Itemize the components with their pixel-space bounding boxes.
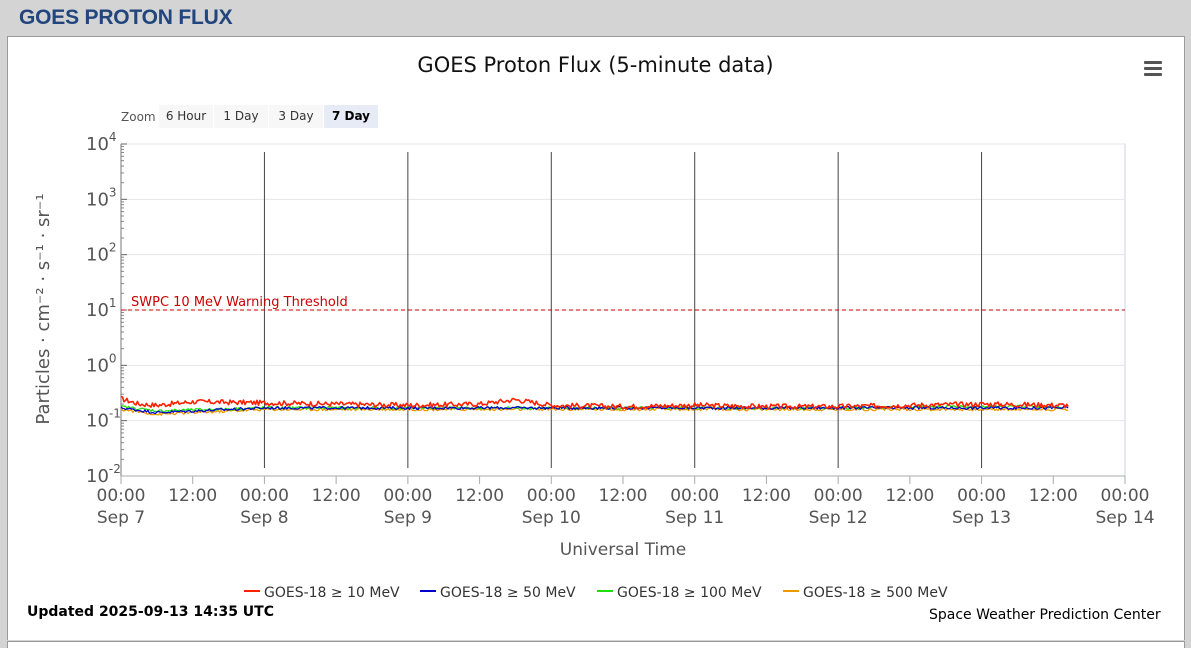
x-tick-time-label: 00:00 [670, 486, 719, 506]
hamburger-menu-icon[interactable] [1144, 61, 1162, 77]
y-tick-label: 104 [86, 130, 117, 155]
zoom-6-hour-button[interactable]: 6 Hour [159, 105, 213, 128]
x-axis-title: Universal Time [559, 540, 687, 560]
legend-item-500mev[interactable]: GOES-18 ≥ 500 MeV [783, 585, 948, 601]
zoom-7-day-button[interactable]: 7 Day [324, 105, 378, 128]
x-tick-time-label: 12:00 [168, 486, 217, 506]
zoom-3-day-button[interactable]: 3 Day [269, 105, 323, 128]
y-tick-label: 10-1 [86, 407, 121, 432]
updated-timestamp: Updated 2025-09-13 14:35 UTC [27, 604, 274, 620]
x-tick-time-label: 00:00 [527, 486, 576, 506]
x-tick-date-label: Sep 11 [665, 508, 724, 528]
x-tick-time-label: 12:00 [742, 486, 791, 506]
y-tick-label: 100 [86, 351, 117, 376]
x-tick-time-label: 00:00 [383, 486, 432, 506]
chart-legend: GOES-18 ≥ 10 MeV GOES-18 ≥ 50 MeV GOES-1… [0, 585, 1191, 605]
series-line-10mev [120, 395, 1069, 410]
credit-text: Space Weather Prediction Center [929, 607, 1161, 623]
chart-panel [7, 36, 1185, 641]
legend-swatch [420, 590, 436, 592]
zoom-1-day-button[interactable]: 1 Day [214, 105, 268, 128]
legend-item-10mev[interactable]: GOES-18 ≥ 10 MeV [244, 585, 400, 601]
x-tick-time-label: 00:00 [97, 486, 146, 506]
y-tick-label: 101 [86, 296, 117, 321]
x-tick-date-label: Sep 14 [1095, 508, 1154, 528]
legend-item-100mev[interactable]: GOES-18 ≥ 100 MeV [597, 585, 762, 601]
zoom-label: Zoom [121, 110, 156, 124]
x-tick-date-label: Sep 9 [384, 508, 432, 528]
x-tick-time-label: 00:00 [957, 486, 1006, 506]
x-tick-time-label: 00:00 [814, 486, 863, 506]
legend-swatch [597, 590, 613, 592]
x-tick-time-label: 12:00 [455, 486, 504, 506]
legend-item-50mev[interactable]: GOES-18 ≥ 50 MeV [420, 585, 576, 601]
series-group [120, 395, 1069, 416]
legend-swatch [244, 590, 260, 592]
x-tick-time-label: 12:00 [1029, 486, 1078, 506]
x-tick-time-label: 12:00 [885, 486, 934, 506]
y-axis-ticks: 10-2 10-1 100 101 102 103 104 [86, 130, 121, 487]
y-tick-label: 103 [86, 185, 117, 210]
legend-swatch [783, 590, 799, 592]
y-tick-label: 10-2 [86, 462, 121, 487]
next-panel-edge [0, 640, 1191, 648]
x-tick-time-label: 00:00 [240, 486, 289, 506]
x-tick-date-label: Sep 7 [97, 508, 145, 528]
page-title: GOES PROTON FLUX [19, 6, 233, 29]
y-tick-label: 102 [86, 241, 117, 266]
x-tick-time-label: 00:00 [1101, 486, 1150, 506]
x-tick-time-label: 12:00 [599, 486, 648, 506]
x-tick-date-label: Sep 10 [522, 508, 581, 528]
x-tick-date-label: Sep 8 [240, 508, 288, 528]
x-tick-date-label: Sep 13 [952, 508, 1011, 528]
series-line-500mev [120, 407, 1069, 416]
threshold-label: SWPC 10 MeV Warning Threshold [131, 295, 348, 310]
x-tick-time-label: 12:00 [312, 486, 361, 506]
warning-threshold: SWPC 10 MeV Warning Threshold [121, 295, 1125, 311]
y-axis-title: Particles · cm⁻² · s⁻¹ · sr⁻¹ [33, 193, 54, 424]
x-tick-date-label: Sep 12 [809, 508, 868, 528]
page-header: GOES PROTON FLUX [0, 0, 1191, 36]
chart-title: GOES Proton Flux (5-minute data) [417, 53, 774, 77]
